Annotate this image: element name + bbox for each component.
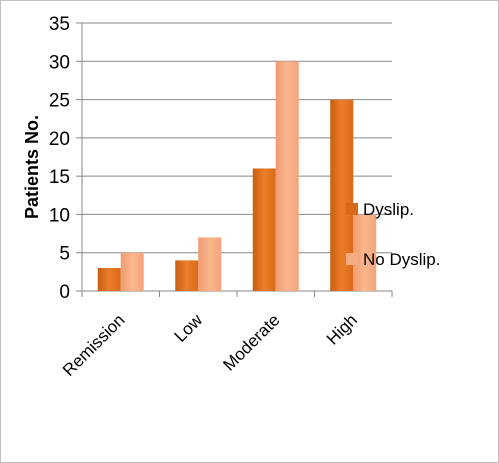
legend: Dyslip. No Dyslip. — [346, 200, 440, 269]
y-tick-label: 10 — [49, 205, 70, 226]
y-tick-label: 5 — [59, 244, 70, 265]
legend-label: Dyslip. — [363, 200, 414, 219]
bar-no-dyslip-high — [353, 214, 377, 291]
bar-dyslip-high — [330, 99, 354, 291]
bar-dyslip-moderate — [252, 168, 276, 291]
y-tick-label: 15 — [49, 167, 70, 188]
y-tick-label: 20 — [49, 129, 70, 150]
bar-dyslip-low — [175, 260, 199, 291]
x-category-label: Remission — [59, 310, 129, 380]
x-category-labels: Remission Low Moderate High — [59, 310, 361, 380]
y-axis-label: Patients No. — [22, 115, 42, 219]
y-tick-labels: 0 5 10 15 20 25 30 35 — [49, 14, 70, 303]
bar-dyslip-remission — [97, 268, 121, 291]
y-tick-label: 35 — [49, 14, 70, 35]
y-tick-label: 0 — [59, 282, 70, 303]
legend-swatch — [346, 253, 358, 265]
bar-no-dyslip-moderate — [275, 61, 299, 292]
legend-swatch — [346, 203, 358, 215]
x-category-label: High — [323, 310, 361, 348]
bar-no-dyslip-low — [198, 237, 222, 291]
y-tick-label: 30 — [49, 52, 70, 73]
bars — [97, 61, 377, 292]
x-category-label: Moderate — [219, 310, 283, 374]
y-tick-label: 25 — [49, 91, 70, 112]
legend-label: No Dyslip. — [363, 250, 440, 269]
x-category-label: Low — [171, 310, 207, 346]
bar-no-dyslip-remission — [120, 252, 144, 291]
